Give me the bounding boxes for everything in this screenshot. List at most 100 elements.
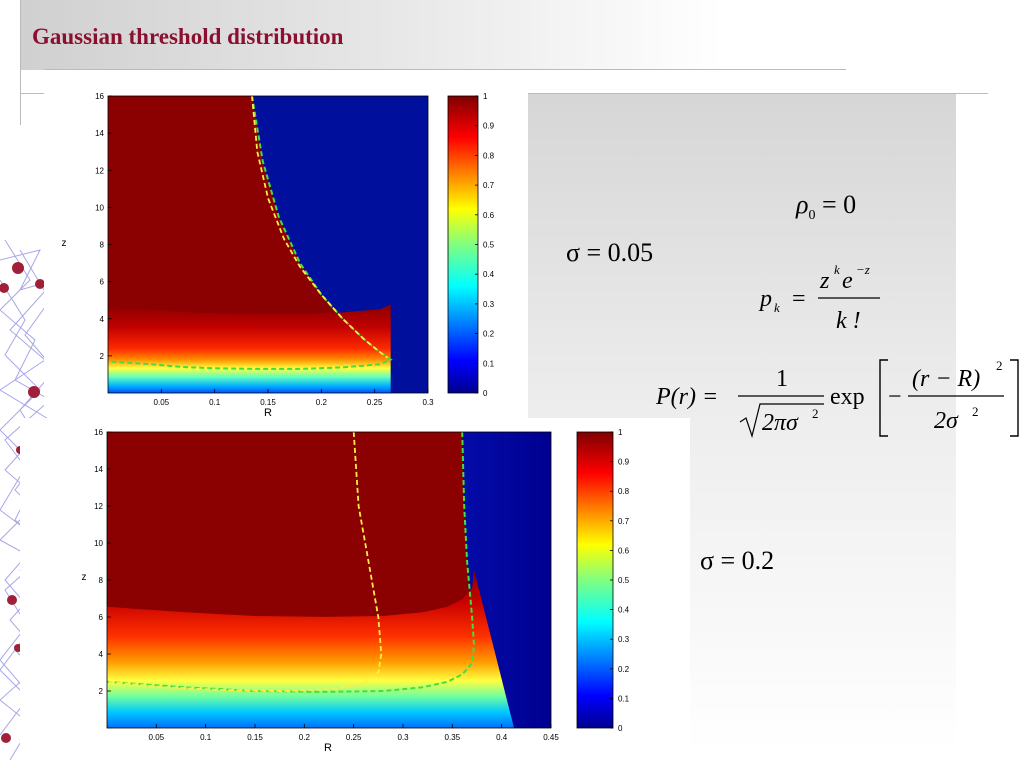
colorbar-tick-label: 0.3: [618, 635, 630, 644]
x-tick-label: 0.4: [496, 733, 508, 742]
x-tick-label: 0.25: [346, 733, 362, 742]
colorbar-tick-label: 0.4: [618, 606, 630, 615]
title-underline: [44, 69, 846, 70]
heatmap-bottom-colorbar: [576, 431, 614, 729]
formula-sigma-bottom: σ = 0.2: [700, 546, 775, 575]
heatmap-top-high-region: [108, 96, 391, 369]
formula-poisson: p k = z k e −z k !: [758, 262, 880, 334]
x-tick-label: 0.45: [543, 733, 559, 742]
colorbar-tick-label: 0.7: [618, 517, 630, 526]
colorbar-tick-label: 0.8: [483, 151, 495, 160]
y-tick-label: 10: [95, 203, 104, 212]
formula-rho0: ρ0 = 0: [796, 190, 856, 224]
colorbar-tick-label: 0.1: [618, 694, 630, 703]
y-tick-label: 4: [99, 650, 104, 659]
y-tick-label: 12: [94, 502, 103, 511]
y-tick-label: 2: [100, 352, 105, 361]
y-tick-label: 10: [94, 539, 103, 548]
colorbar-tick-label: 0.3: [483, 300, 495, 309]
right-bracket-icon: [1010, 359, 1019, 437]
heatmap-bottom-xlabel: R: [324, 742, 332, 754]
colorbar-tick-label: 0.9: [618, 458, 630, 467]
x-tick-label: 0.2: [299, 733, 311, 742]
gaussian-exp: exp: [830, 384, 865, 410]
heatmap-bottom-svg: 0.05 0.1 0.15 0.2 0.25 0.3 0.35 0.4 0.4524681012…: [82, 428, 630, 754]
y-tick-label: 4: [100, 315, 105, 324]
heatmap-bottom-green-dashed-curve: [107, 432, 476, 693]
y-tick-label: 2: [99, 687, 104, 696]
y-tick-label: 6: [100, 278, 105, 287]
y-tick-label: 6: [99, 613, 104, 622]
x-tick-label: 0.15: [260, 398, 276, 407]
y-tick-label: 14: [94, 465, 103, 474]
pk-num-sup: −z: [856, 262, 870, 277]
heatmap-top-svg: 0.05 0.1 0.15 0.2 0.25 0.3 2 4 6 8 10 12 14 16 z R 0 0…: [62, 92, 495, 416]
heatmap-top-green-dashed-curve: [108, 96, 393, 370]
heatmap-top-xlabel: R: [264, 407, 272, 416]
colorbar-tick-label: 0.5: [483, 241, 495, 250]
heatmap-top: 0.05 0.1 0.15 0.2 0.25 0.3 2 4 6 8 10 12 14 16 z R 0 0…: [44, 70, 528, 416]
heatmap-bottom-ylabel: z: [82, 572, 87, 583]
colorbar-tick-label: 0.1: [483, 359, 495, 368]
rho-subscript: 0: [808, 208, 816, 224]
x-tick-label: 0.15: [247, 733, 263, 742]
colorbar-tick-label: 0: [483, 389, 488, 398]
colorbar-tick-label: 0.2: [618, 665, 630, 674]
colorbar-tick-label: 0.6: [483, 211, 495, 220]
left-bracket-icon: [879, 359, 888, 437]
colorbar-tick-label: 0.2: [483, 330, 495, 339]
x-tick-label: 0.25: [367, 398, 383, 407]
gaussian-lhs: P(r) =: [655, 384, 718, 410]
colorbar-tick-label: 0: [618, 724, 623, 733]
gaussian-one: 1: [776, 366, 788, 392]
y-tick-label: 8: [99, 576, 104, 585]
title-bar: [20, 0, 1024, 70]
slide-title: Gaussian threshold distribution: [32, 24, 344, 49]
sqrt-icon: [739, 403, 824, 439]
gaussian-num-sq: 2: [996, 358, 1003, 373]
x-tick-label: 0.35: [445, 733, 461, 742]
rho-symbol: ρ: [796, 190, 809, 219]
x-tick-label: 0.05: [154, 398, 170, 407]
heatmap-top-ylabel: z: [62, 238, 67, 249]
colorbar-tick-label: 0.5: [618, 576, 630, 585]
pk-den: k !: [836, 308, 861, 334]
colorbar-tick-label: 0.8: [618, 487, 630, 496]
gaussian-sqrt-inner: 2πσ: [762, 410, 799, 436]
formula-gaussian: P(r) = 1 2πσ 2 exp − (r − R) 2 2σ 2: [655, 358, 1019, 439]
heatmap-top-colorbar: [447, 95, 479, 394]
rho-value: = 0: [821, 190, 857, 219]
formula-sigma-top: σ = 0.05: [566, 238, 654, 267]
colorbar-tick-label: 0.6: [618, 546, 630, 555]
gaussian-sqrt-sq: 2: [812, 406, 819, 421]
gaussian-den-sq: 2: [972, 404, 979, 419]
colorbar-tick-label: 0.4: [483, 270, 495, 279]
colorbar-tick-label: 0.9: [483, 122, 495, 131]
pk-num-z: z: [819, 268, 830, 294]
y-tick-label: 12: [95, 166, 104, 175]
pk-symbol: p: [758, 286, 772, 312]
y-tick-label: 8: [100, 241, 105, 250]
x-tick-label: 0.3: [422, 398, 434, 407]
heatmap-top-transition-band: [108, 304, 391, 393]
gaussian-num: (r − R): [912, 366, 980, 392]
x-tick-label: 0.1: [209, 398, 221, 407]
pk-num-sup-k: k: [834, 262, 840, 277]
colorbar-tick-label: 1: [618, 428, 623, 437]
gaussian-minus: −: [888, 384, 902, 410]
gaussian-den: 2σ: [934, 408, 959, 434]
y-tick-label: 14: [95, 129, 104, 138]
y-tick-label: 16: [94, 428, 103, 437]
pk-equals: =: [792, 286, 806, 312]
pk-num-e: e: [842, 268, 853, 294]
x-tick-label: 0.3: [397, 733, 409, 742]
heatmap-bottom-yellow-dashed-curve: [107, 432, 383, 692]
y-tick-label: 16: [95, 92, 104, 101]
left-border: [20, 0, 21, 125]
pk-subscript: k: [774, 300, 780, 315]
colorbar-tick-label: 0.7: [483, 181, 495, 190]
colorbar-tick-label: 1: [483, 92, 488, 101]
x-tick-label: 0.1: [200, 733, 212, 742]
x-tick-label: 0.2: [316, 398, 328, 407]
heatmap-bottom: 0.05 0.1 0.15 0.2 0.25 0.3 0.35 0.4 0.45 2 4 6 8 10 12…: [20, 418, 690, 763]
